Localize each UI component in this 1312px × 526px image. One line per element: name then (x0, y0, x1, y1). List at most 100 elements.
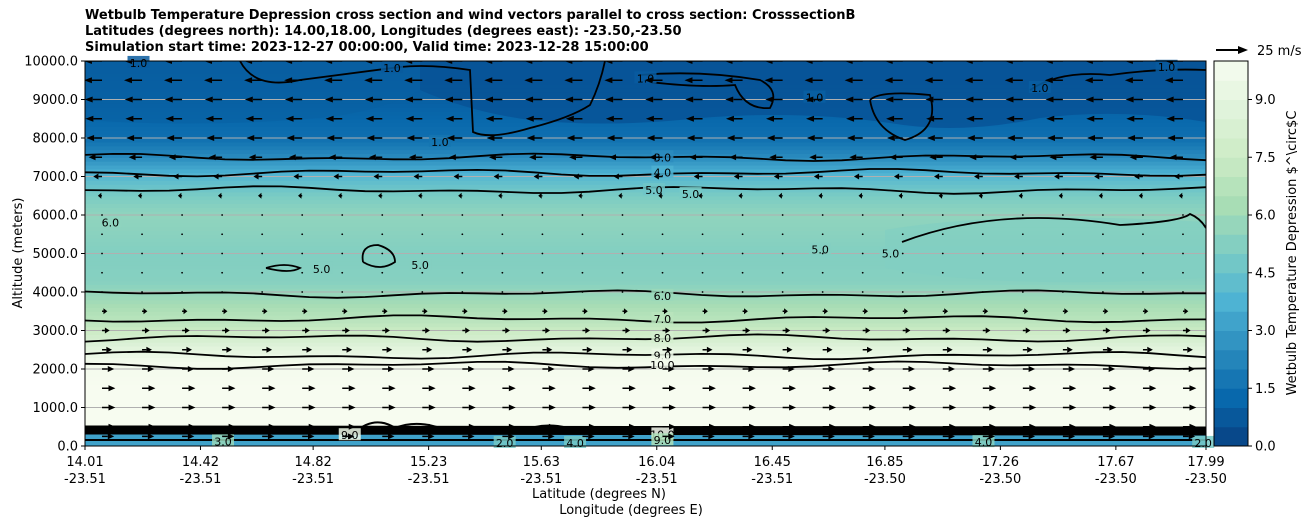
wind-vector-head (948, 366, 955, 372)
wind-vector (538, 192, 543, 199)
wind-vector-head (466, 346, 473, 353)
wind-vector-head (746, 346, 753, 353)
wind-vector (244, 77, 263, 84)
x-tick-label-lat: 17.26 (982, 455, 1019, 470)
wind-vector-head (126, 135, 135, 141)
wind-vector (1102, 214, 1104, 216)
wind-vector (605, 96, 623, 103)
wind-vector (542, 346, 553, 353)
wind-vector-head (538, 192, 542, 199)
wind-vector (902, 308, 909, 315)
wind-vector-head (628, 366, 635, 372)
wind-vector (821, 233, 824, 236)
wind-vector-head (1148, 433, 1156, 440)
wind-vector (182, 404, 196, 411)
wind-vector (413, 173, 423, 180)
wind-vector (324, 77, 343, 84)
field-band (85, 399, 1206, 405)
wind-vector-head (947, 346, 953, 353)
wind-vector (204, 61, 223, 64)
wind-vector (205, 115, 223, 122)
field-band (85, 392, 1206, 397)
wind-vector-head (508, 385, 516, 392)
wind-vector (742, 404, 756, 411)
contour-label: 2.0 (496, 437, 514, 450)
x-tick-label-lon: -23.51 (292, 472, 334, 487)
wind-vector (542, 385, 556, 392)
wind-vector (244, 61, 263, 64)
wind-vector (302, 385, 316, 392)
wind-vector-head (204, 96, 213, 103)
wind-vector (662, 346, 673, 353)
field-band (85, 234, 1206, 239)
wind-vector (981, 271, 984, 274)
wind-vector-head (708, 366, 715, 372)
wind-vector-head (548, 423, 556, 430)
wind-vector-head (505, 327, 510, 334)
wind-vector (1061, 233, 1064, 236)
wind-vector (982, 385, 997, 392)
wind-vector-head (685, 96, 694, 103)
wind-vector (646, 135, 663, 141)
wind-vector (182, 433, 195, 440)
wind-vector (1009, 154, 1023, 161)
wind-vector (901, 252, 904, 255)
wind-vector (981, 252, 984, 255)
wind-vector-head (785, 327, 791, 334)
wind-vector (1084, 61, 1103, 64)
wind-vector (142, 308, 148, 315)
wind-vector-head (468, 423, 476, 430)
wind-vector-head (146, 346, 152, 353)
wind-vector-head (829, 385, 837, 392)
wind-vector-head (125, 115, 134, 122)
field-band (85, 138, 1206, 143)
field-band (85, 122, 1206, 128)
colorbar-swatch (1214, 195, 1248, 216)
wind-vector-head (748, 433, 755, 440)
wind-vector (1022, 423, 1037, 430)
wind-vector (493, 173, 503, 180)
wind-vector (86, 135, 103, 141)
wind-vector (1098, 192, 1103, 199)
wind-vector (1127, 135, 1143, 141)
wind-vector-head (749, 423, 756, 430)
wind-vector (778, 192, 783, 199)
wind-vector (926, 115, 943, 122)
wind-vector (181, 252, 183, 255)
field-band (85, 361, 1206, 366)
wind-vector-head (373, 173, 379, 180)
wind-vector-head (1166, 115, 1175, 122)
wind-vector (941, 252, 944, 255)
contour-label: 6.0 (102, 217, 120, 230)
wind-vector (982, 404, 997, 411)
wind-vector-head (204, 61, 213, 64)
wind-vector (293, 173, 303, 180)
isoline (85, 289, 1206, 299)
wind-vector (861, 252, 864, 255)
wind-vector-head (388, 423, 396, 430)
wind-vector (222, 327, 230, 334)
field-band (85, 334, 1206, 339)
field-patch-upper-left (85, 61, 420, 124)
wind-vector (1126, 115, 1143, 122)
wind-vector-head (1007, 135, 1015, 141)
wind-vector (742, 327, 751, 334)
wind-vector (1182, 423, 1197, 430)
wind-vector-head (1068, 433, 1076, 440)
field-band (85, 272, 1206, 278)
wind-vector-head (623, 308, 628, 315)
field-band (85, 311, 1206, 316)
wind-vector-head (826, 346, 833, 353)
y-axis-label: Altitude (meters) (11, 198, 26, 309)
wind-vector (1142, 423, 1157, 430)
wind-vector-head (346, 346, 353, 353)
contour-label: 1.0 (1031, 82, 1049, 95)
wind-vector-head (468, 385, 476, 392)
wind-vector (485, 115, 503, 122)
wind-vector (284, 77, 303, 84)
wind-vector-head (1149, 385, 1157, 392)
wind-vector-head (1164, 61, 1173, 64)
wind-vector (381, 214, 384, 216)
wind-vector (382, 366, 395, 372)
wind-vector-head (1165, 96, 1174, 103)
